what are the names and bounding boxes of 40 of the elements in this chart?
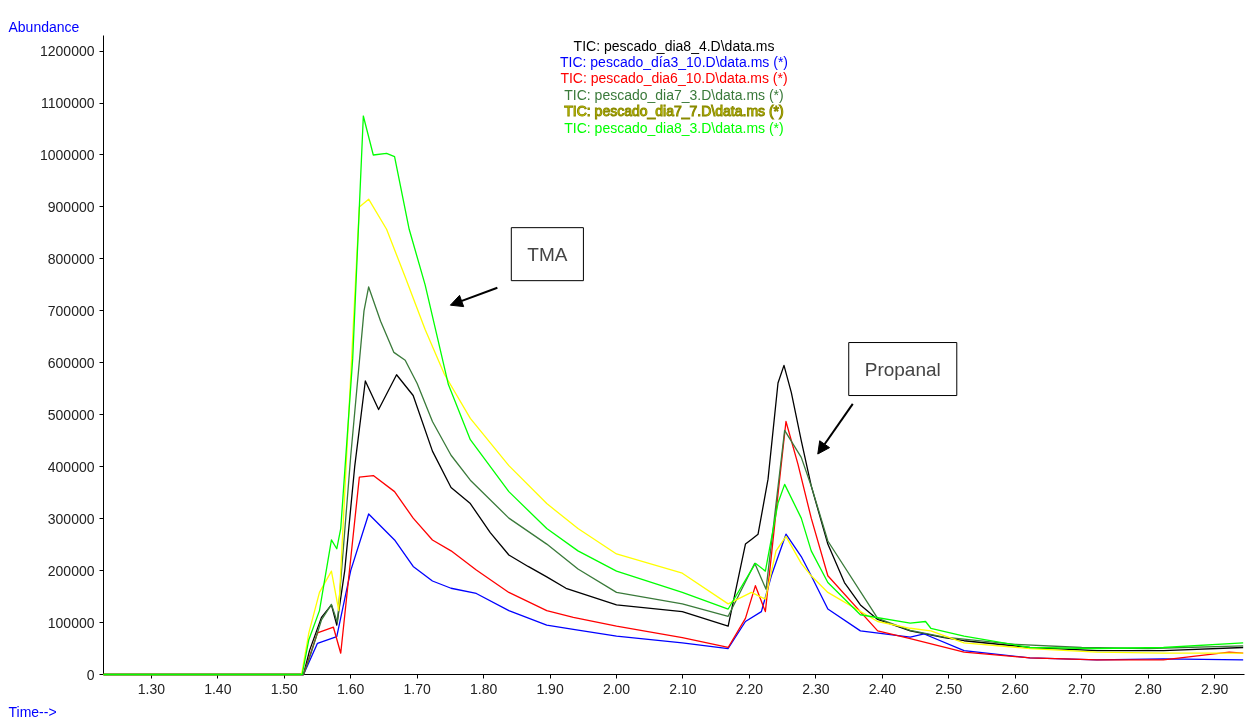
text: TIC: pescado_día3_10.D\data.ms (*) <box>560 53 789 70</box>
y-tick-label: 900000 <box>47 198 95 215</box>
y-tick-label: 1100000 <box>41 95 95 112</box>
x-tick-label: 2.50 <box>935 680 963 697</box>
y-tick-label: 400000 <box>47 458 95 475</box>
annotation: TMA <box>527 243 568 265</box>
x-tick-label: 2.80 <box>1134 680 1162 697</box>
y-tick-label: 500000 <box>47 406 95 423</box>
x-tick-label: 2.90 <box>1200 680 1229 697</box>
x-tick-label: 2.10 <box>669 680 697 697</box>
text: TIC: pescado_dia8_3.D\data.ms (*) <box>564 119 784 136</box>
y-tick-label: 100000 <box>47 614 95 631</box>
x-tick-label: 1.90 <box>536 680 564 697</box>
x-axis-title: Time--> <box>8 703 57 720</box>
y-tick-label: 200000 <box>47 562 95 579</box>
y-tick-label: 700000 <box>47 302 95 319</box>
x-tick-label: 2.20 <box>735 680 764 697</box>
y-tick-label: 1200000 <box>40 43 95 60</box>
annotation: Propanal <box>864 358 941 380</box>
y-tick-label: 800000 <box>47 250 95 267</box>
x-tick-label: 1.70 <box>403 680 431 697</box>
y-tick-label: 0 <box>86 666 95 683</box>
x-tick-label: 2.30 <box>802 680 830 697</box>
x-tick-label: 1.60 <box>337 680 365 697</box>
y-tick-label: 1000000 <box>40 146 95 163</box>
x-tick-label: 2.70 <box>1068 680 1096 697</box>
x-tick-label: 1.30 <box>137 680 166 697</box>
x-tick-label: 2.00 <box>602 680 631 697</box>
text: TIC: pescado_dia6_10.D\data.ms (*) <box>560 70 788 87</box>
x-tick-label: 2.40 <box>868 680 897 697</box>
x-tick-label: 1.40 <box>204 680 232 697</box>
y-tick-label: 300000 <box>47 510 95 527</box>
y-axis-title: Abundance <box>8 18 80 35</box>
text: TIC: pescado_dia7_3.D\data.ms (*) <box>564 86 784 103</box>
text: TIC: pescado_dia8_4.D\data.ms <box>573 37 775 54</box>
x-tick-label: 1.50 <box>270 680 299 697</box>
text: TIC: pescado_dia7_7.D\data.ms (*) <box>564 103 784 120</box>
x-tick-label: 1.80 <box>469 680 498 697</box>
y-tick-label: 600000 <box>47 354 95 371</box>
x-tick-label: 2.60 <box>1001 680 1030 697</box>
